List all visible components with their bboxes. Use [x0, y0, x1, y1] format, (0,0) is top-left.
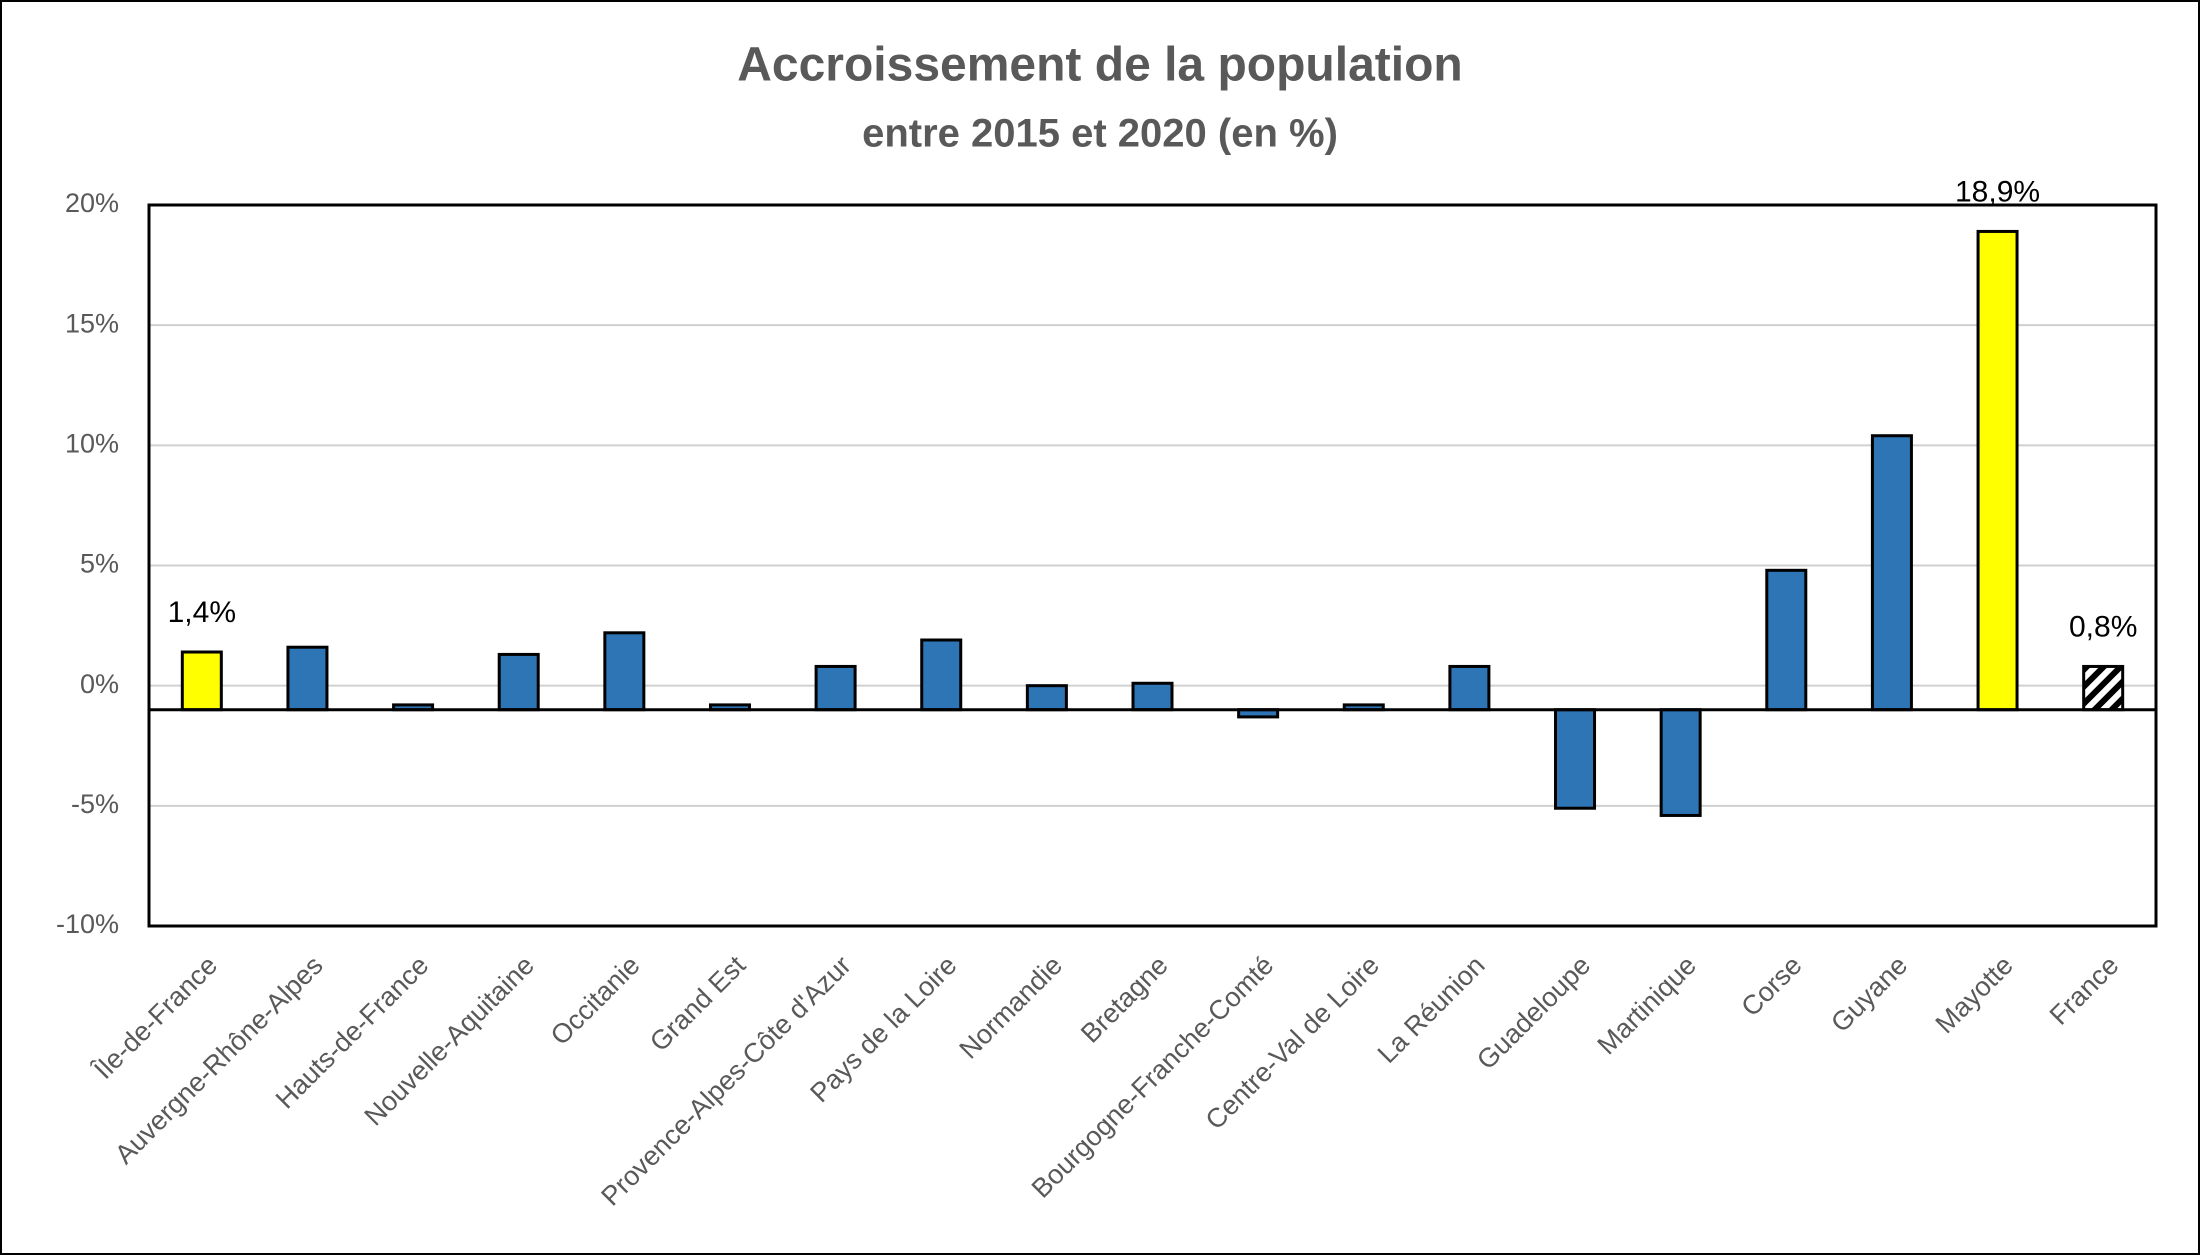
y-tick-label: 0%	[80, 669, 119, 699]
bar	[1025, 684, 1068, 712]
bar	[1765, 568, 1808, 712]
bar	[920, 638, 963, 712]
data-label: 1,4%	[168, 596, 236, 629]
y-tick-label: -5%	[71, 789, 119, 819]
bar	[1554, 708, 1597, 810]
bar	[814, 664, 857, 712]
y-tick-label: 5%	[80, 549, 119, 579]
bar	[180, 650, 223, 712]
y-tick-label: 10%	[65, 428, 119, 458]
bar	[497, 652, 540, 712]
bar	[1870, 434, 1913, 712]
data-label: 18,9%	[1955, 175, 2040, 208]
y-tick-label: -10%	[56, 909, 119, 939]
bar	[1976, 229, 2019, 712]
bar	[1131, 681, 1174, 712]
bar	[603, 631, 646, 712]
bar	[2082, 664, 2125, 712]
bar	[286, 645, 329, 712]
data-label: 0,8%	[2069, 610, 2137, 643]
bar	[1659, 708, 1702, 817]
y-tick-label: 20%	[65, 188, 119, 218]
chart-title: Accroissement de la population	[737, 39, 1462, 92]
plot-border	[147, 203, 2158, 928]
y-tick-label: 15%	[65, 308, 119, 338]
bar	[1448, 664, 1491, 712]
chart-subtitle: entre 2015 et 2020 (en %)	[862, 112, 1338, 156]
